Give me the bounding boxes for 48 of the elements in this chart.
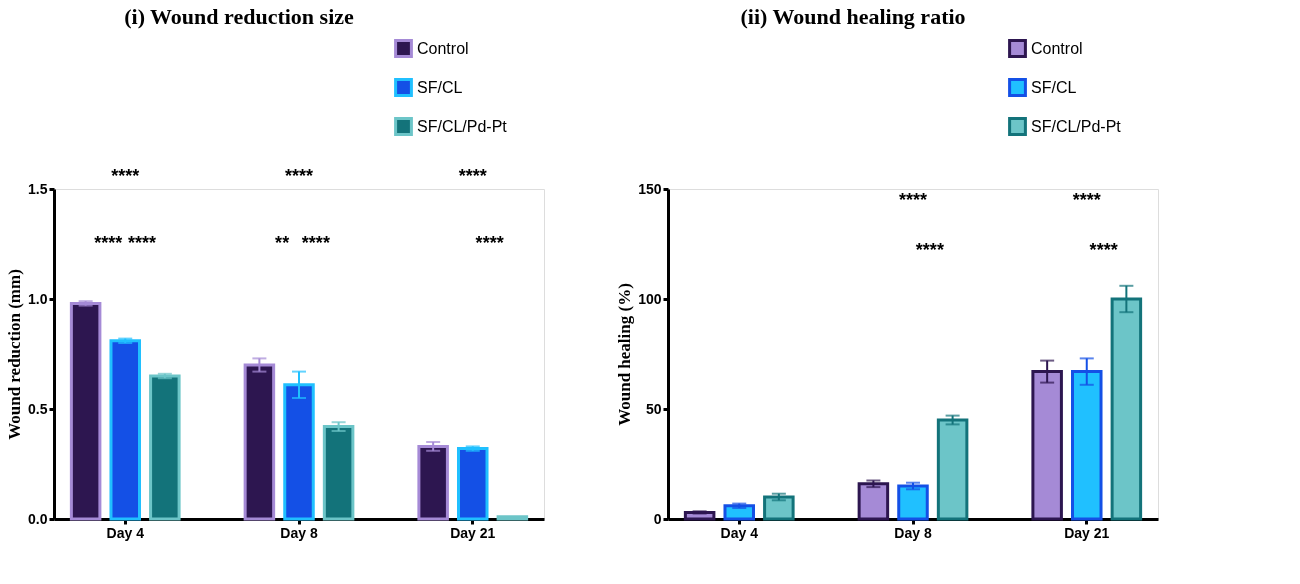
chart-title: (i) Wound reduction size [124,4,355,29]
x-tick-label: Day 21 [1064,524,1110,541]
bar [109,339,141,521]
text: **** [111,166,140,186]
legend-label: SF/CL/Pd-Pt [1031,117,1122,135]
annotation: **** [94,233,123,253]
bar [897,484,929,521]
text: **** [284,166,314,186]
legend-label: Control [1031,39,1083,57]
y-axis-title: Wound reduction (mm) [5,269,25,440]
legend-label: SF/CL [417,78,463,96]
annotation: **** [1072,190,1101,210]
annotation: **** [301,233,330,253]
text: **** [458,166,487,186]
chart-title: (ii) Wound healing ratio [740,4,966,29]
legend-label: Control [417,39,469,57]
bar [322,425,355,521]
bar [457,447,489,521]
y-tick-label: 0.5 [28,400,48,417]
annotation: **** [915,240,944,260]
x-tick-label: Day 4 [720,524,759,541]
annotation: ** [275,233,290,253]
bar [496,515,529,521]
y-tick-label: 150 [638,180,662,197]
legend-label: SF/CL [1031,78,1077,96]
y-tick-label: 50 [645,400,662,417]
annotation: **** [1089,240,1118,260]
y-tick-label: 100 [638,290,662,307]
legend-label: SF/CL/Pd-Pt [417,117,508,135]
x-tick-label: Day 8 [894,524,932,541]
annotation: **** [475,233,504,253]
x-tick-label: Day 4 [106,524,145,541]
bar [69,301,102,521]
bar [723,504,755,521]
y-tick-label: 0.0 [28,510,48,527]
y-axis-title: Wound healing (%) [615,283,635,426]
bar [417,444,449,521]
bar [763,495,795,521]
y-tick-label: 1.5 [28,180,48,197]
annotation: **** [128,233,157,253]
x-tick-label: Day 21 [450,524,496,541]
bar [149,374,181,521]
y-tick-label: 1.0 [28,290,48,307]
x-tick-label: Day 8 [280,524,318,541]
y-tick-label: 0 [653,510,662,527]
bar [936,418,969,521]
bar [857,482,890,521]
annotation: **** [898,190,928,210]
